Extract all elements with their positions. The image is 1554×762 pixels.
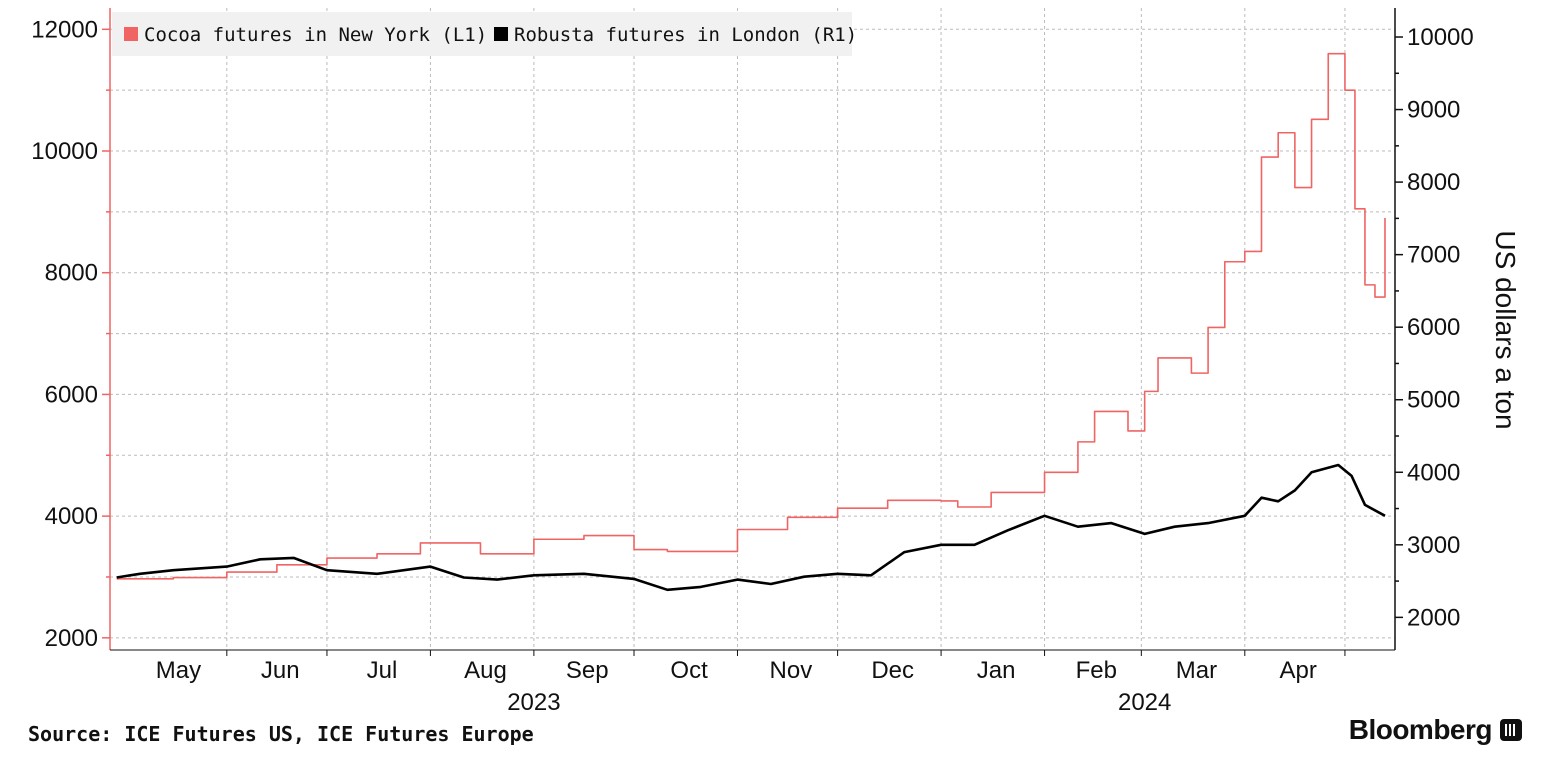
legend: Cocoa futures in New York (L1) Robusta fu…	[112, 12, 857, 56]
y-tick-label-right: 8000	[1407, 169, 1460, 196]
y-tick-label-right: 6000	[1407, 314, 1460, 341]
gridlines	[110, 8, 1395, 650]
x-tick-label: Apr	[1280, 657, 1317, 684]
series-lines	[116, 52, 1386, 592]
series-line-robusta	[116, 463, 1386, 592]
y-tick-label-right: 7000	[1407, 242, 1460, 269]
y-tick-label-right: 5000	[1407, 387, 1460, 414]
y-tick-label-left: 2000	[45, 625, 98, 652]
x-tick-label: Jul	[367, 657, 398, 684]
x-tick-label: Jan	[977, 657, 1016, 684]
y-tick-label-left: 6000	[45, 381, 98, 408]
x-year-label: 2024	[1118, 689, 1171, 716]
legend-swatch	[494, 27, 508, 41]
y-tick-label-right: 10000	[1407, 24, 1474, 51]
series-line-cocoa	[116, 52, 1386, 580]
y-tick-label-left: 12000	[31, 16, 98, 43]
x-tick-label: Mar	[1176, 657, 1217, 684]
y-tick-label-right: 4000	[1407, 459, 1460, 486]
legend-label: Robusta futures in London (R1)	[514, 24, 857, 46]
brand-name: Bloomberg	[1348, 714, 1493, 745]
x-tick-label: May	[156, 657, 201, 684]
legend-label: Cocoa futures in New York (L1)	[144, 24, 487, 46]
x-tick-label: Feb	[1076, 657, 1117, 684]
y-tick-label-right: 2000	[1407, 604, 1460, 631]
legend-box	[112, 12, 852, 56]
y-tick-label-right: 3000	[1407, 532, 1460, 559]
y-tick-label-left: 10000	[31, 138, 98, 165]
legend-swatch	[124, 27, 138, 41]
x-year-label: 2023	[507, 689, 560, 716]
x-tick-label: Dec	[871, 657, 914, 684]
x-tick-label: Sep	[566, 657, 609, 684]
y-tick-label-left: 4000	[45, 503, 98, 530]
x-tick-label: Aug	[464, 657, 507, 684]
x-tick-label: Oct	[670, 657, 708, 684]
x-tick-label: Jun	[261, 657, 300, 684]
y-axis-right-label: US dollars a ton	[1490, 230, 1521, 429]
y-tick-label-left: 8000	[45, 260, 98, 287]
source-note: Source: ICE Futures US, ICE Futures Euro…	[28, 722, 534, 746]
brand-logo: Bloomberg	[1349, 714, 1522, 746]
axes: 2000 4000 6000 8000 10000 12000 2000 3000 4000 50…	[31, 8, 1474, 716]
y-tick-label-right: 9000	[1407, 97, 1460, 124]
bloomberg-terminal-icon	[1500, 719, 1522, 741]
x-tick-label: Nov	[770, 657, 813, 684]
